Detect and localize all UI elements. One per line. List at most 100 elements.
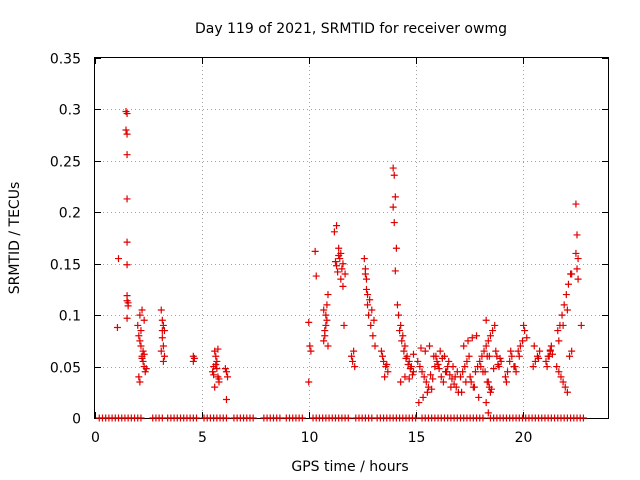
data-point: [159, 357, 167, 365]
data-point: [555, 337, 563, 345]
data-point: [573, 265, 581, 273]
data-point: [577, 321, 585, 329]
data-point: [557, 373, 565, 381]
data-point: [189, 357, 197, 365]
data-point: [330, 228, 338, 236]
data-point: [436, 347, 444, 355]
data-point: [398, 337, 406, 345]
data-point: [137, 327, 145, 335]
data-point: [427, 371, 435, 379]
data-point: [515, 352, 523, 360]
data-point: [215, 375, 223, 383]
data-point: [401, 342, 409, 350]
data-point: [383, 361, 391, 369]
x-axis: 0 5 10 15 20: [91, 58, 532, 446]
data-point: [312, 272, 320, 280]
data-point: [504, 368, 512, 376]
data-point: [136, 378, 144, 386]
data-point: [322, 311, 330, 319]
data-point: [457, 373, 465, 381]
x-tick-label: 10: [301, 430, 319, 446]
data-point: [395, 311, 403, 319]
data-point: [349, 357, 357, 365]
data-point: [158, 316, 166, 324]
data-point: [397, 378, 405, 386]
data-point: [434, 361, 442, 369]
data-point: [158, 327, 166, 335]
data-point: [140, 316, 148, 324]
data-point: [331, 258, 339, 266]
data-point: [324, 291, 332, 299]
data-point: [307, 347, 315, 355]
data-point: [486, 332, 494, 340]
data-point: [123, 261, 131, 269]
data-point: [496, 354, 504, 362]
data-point: [484, 409, 492, 417]
data-point: [449, 363, 457, 371]
data-point: [572, 200, 580, 208]
data-point: [335, 244, 343, 252]
data-point: [123, 314, 131, 322]
data-point: [159, 321, 167, 329]
data-point: [339, 260, 347, 268]
data-point: [396, 327, 404, 335]
data-point: [422, 378, 430, 386]
data-point: [322, 321, 330, 329]
data-point: [553, 363, 561, 371]
data-point: [502, 378, 510, 386]
data-point: [491, 321, 499, 329]
data-point: [447, 383, 455, 391]
data-point: [160, 352, 168, 360]
y-axis-label: SRMTID / TECUs: [7, 182, 23, 295]
data-point: [384, 368, 392, 376]
data-point: [122, 126, 130, 134]
data-point: [341, 270, 349, 278]
data-point: [408, 371, 416, 379]
data-point: [572, 249, 580, 257]
data-point: [213, 357, 221, 365]
data-point: [426, 342, 434, 350]
data-point: [428, 385, 436, 393]
data-point: [404, 361, 412, 369]
data-point: [481, 368, 489, 376]
data-point: [350, 347, 358, 355]
data-point: [418, 368, 426, 376]
data-point: [545, 352, 553, 360]
data-point: [564, 280, 572, 288]
x-tick-label: 5: [198, 430, 207, 446]
data-point: [484, 337, 492, 345]
data-point: [417, 344, 425, 352]
data-point: [561, 383, 569, 391]
data-point: [483, 352, 491, 360]
data-point: [222, 395, 230, 403]
data-point: [140, 350, 148, 358]
data-point: [563, 306, 571, 314]
data-point: [430, 352, 438, 360]
data-point: [523, 334, 531, 342]
data-point: [344, 414, 352, 422]
data-point: [559, 321, 567, 329]
data-point: [139, 357, 147, 365]
data-point: [221, 365, 229, 373]
data-point: [135, 332, 143, 340]
data-point: [529, 363, 537, 371]
data-point: [222, 368, 230, 376]
data-point: [482, 342, 490, 350]
data-point: [485, 383, 493, 391]
data-point: [391, 193, 399, 201]
data-point: [568, 270, 576, 278]
data-point: [508, 352, 516, 360]
data-point: [435, 365, 443, 373]
data-point: [369, 332, 377, 340]
data-point: [137, 342, 145, 350]
data-point: [371, 342, 379, 350]
y-tick-label: 0.35: [50, 52, 81, 68]
data-point: [547, 342, 555, 350]
data-point: [446, 371, 454, 379]
data-point: [158, 334, 166, 342]
data-point: [368, 306, 376, 314]
data-point: [482, 399, 490, 407]
data-point: [462, 378, 470, 386]
y-tick-label: 0.1: [59, 309, 81, 325]
